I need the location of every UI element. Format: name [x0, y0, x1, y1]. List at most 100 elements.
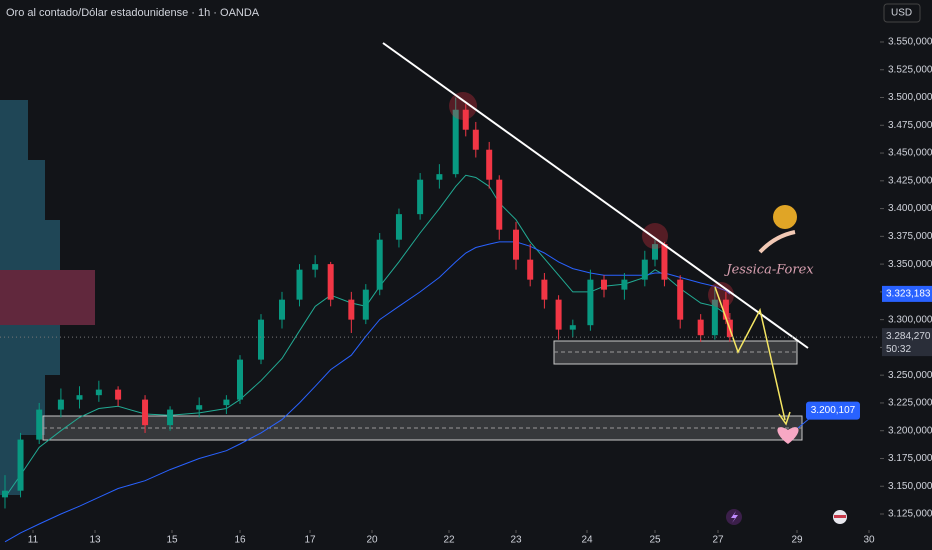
coin-icon: [773, 205, 797, 229]
y-tick-label: 3.225,000: [888, 398, 932, 409]
x-tick-label: 27: [712, 535, 724, 546]
candle-body: [376, 239, 383, 290]
ma-price-label: 3.323,183: [886, 289, 931, 300]
target-label: 3.200,107: [811, 405, 856, 416]
candle-body: [296, 269, 303, 300]
y-tick-label: 3.125,000: [888, 509, 932, 520]
candle-body: [527, 259, 534, 280]
y-tick-label: 3.300,000: [888, 314, 932, 325]
callout-line: [797, 417, 811, 429]
x-tick-label: 13: [89, 535, 101, 546]
x-tick-label: 25: [649, 535, 661, 546]
x-tick-label: 16: [234, 535, 246, 546]
candle-body: [167, 409, 174, 426]
target-tag: [806, 401, 860, 420]
x-tick-label: 20: [366, 535, 378, 546]
candle-body: [142, 399, 149, 426]
highlight: [708, 282, 734, 308]
candle-body: [327, 264, 334, 300]
candle-body: [436, 174, 443, 180]
candle-body: [569, 325, 576, 330]
candle-body: [601, 279, 607, 290]
candle-body: [462, 109, 469, 130]
y-tick-label: 3.500,000: [888, 92, 932, 103]
volume-profile: [0, 100, 95, 495]
y-tick-label: 3.475,000: [888, 120, 932, 131]
x-tick-label: 22: [443, 535, 455, 546]
candle-body: [36, 409, 43, 440]
y-tick-label: 3.250,000: [888, 370, 932, 381]
candle-body: [395, 214, 402, 240]
candle-body: [312, 264, 319, 270]
candle-body: [621, 279, 628, 290]
candle-body: [76, 395, 83, 400]
candle-body: [541, 279, 548, 300]
candle-body: [196, 405, 203, 410]
x-tick-label: 30: [863, 535, 875, 546]
candle-body: [641, 259, 648, 280]
y-tick-label: 3.400,000: [888, 203, 932, 214]
candle-body: [362, 289, 369, 320]
candle-body: [279, 299, 285, 320]
x-tick-label: 11: [28, 535, 39, 546]
candle-body: [452, 109, 459, 175]
candle-body: [17, 439, 24, 491]
candle-body: [348, 299, 355, 320]
candle-body: [486, 149, 493, 180]
currency-box: [883, 3, 921, 23]
candle-body: [587, 279, 594, 326]
y-tick-label: 3.350,000: [888, 259, 932, 270]
y-tick-label: 3.425,000: [888, 175, 932, 186]
profile-block: [0, 100, 28, 160]
x-tick-label: 29: [791, 535, 803, 546]
candle-body: [258, 319, 264, 360]
candle-body: [661, 244, 668, 280]
y-tick-label: 3.175,000: [888, 453, 932, 464]
trendline: [382, 42, 809, 349]
x-tick-label: 23: [510, 535, 522, 546]
candle-body: [472, 129, 479, 150]
price-axis: [880, 0, 932, 550]
moving-average: [4, 241, 731, 543]
y-tick-label: 3.525,000: [888, 64, 932, 75]
candle-body: [513, 229, 519, 260]
profile-block: [0, 160, 45, 220]
highlight: [449, 92, 477, 120]
candle-body: [115, 389, 122, 400]
ma-price-tag: [882, 285, 932, 302]
countdown: 50:32: [886, 344, 911, 355]
candle-body: [555, 299, 562, 330]
candle-body: [1, 490, 8, 498]
x-tick-label: 24: [581, 535, 593, 546]
profile-block: [0, 435, 20, 495]
candle-body: [722, 299, 729, 320]
currency: USD: [891, 8, 912, 19]
x-tick-label: 17: [304, 535, 316, 546]
y-tick-label: 3.375,000: [888, 231, 932, 242]
candle-body: [223, 399, 230, 406]
last-price-label: 3.284,270: [886, 331, 931, 342]
candle-body: [237, 359, 243, 400]
candle-body: [57, 399, 64, 410]
event-bolt: [731, 511, 738, 523]
candle-body: [417, 179, 424, 215]
candle-body: [95, 389, 102, 396]
flag-stripe: [834, 515, 846, 518]
y-tick-label: 3.200,000: [888, 425, 932, 436]
candle-body: [677, 279, 684, 320]
candle-body: [496, 179, 503, 230]
profile-block: [0, 270, 95, 325]
candle-body: [697, 319, 704, 336]
profile-block: [0, 220, 60, 270]
moving-average: [4, 174, 731, 498]
projection-path: [714, 286, 786, 421]
y-tick-label: 3.450,000: [888, 148, 932, 159]
x-tick-label: 15: [166, 535, 178, 546]
candle-body: [652, 244, 658, 260]
last-price-tag: [882, 328, 932, 357]
hand-icon: [758, 230, 796, 254]
chart-title: Oro al contado/Dólar estadounidense · 1h…: [6, 7, 260, 19]
